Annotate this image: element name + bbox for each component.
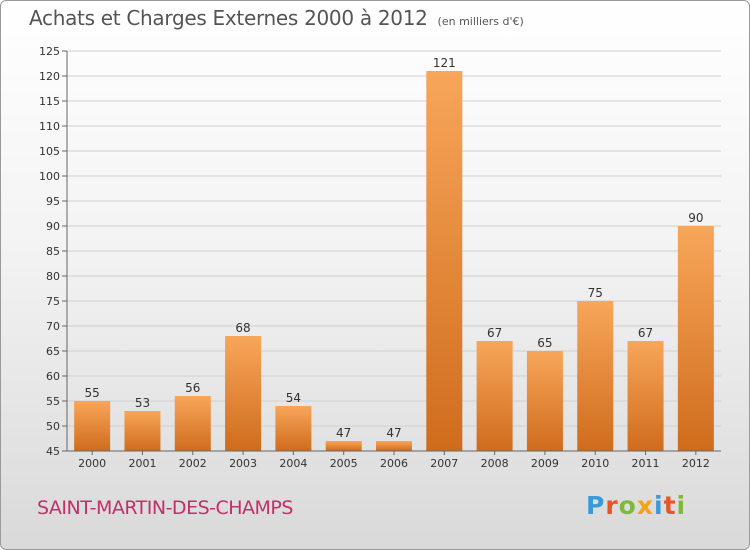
x-tick-label-2010: 2010	[581, 457, 609, 470]
x-tick-label-2003: 2003	[229, 457, 257, 470]
bar-2002[interactable]	[174, 396, 211, 451]
bar-2010[interactable]	[577, 301, 614, 451]
value-label-2010: 75	[588, 286, 603, 300]
bar-2008[interactable]	[476, 341, 513, 451]
y-tick-label: 70	[46, 320, 60, 333]
bar-2012[interactable]	[677, 226, 714, 451]
bar-2004[interactable]	[275, 406, 312, 451]
y-tick-label: 90	[46, 220, 60, 233]
y-tick-label: 115	[39, 95, 60, 108]
value-label-2003: 68	[235, 321, 250, 335]
value-label-2002: 56	[185, 381, 200, 395]
bar-2009[interactable]	[526, 351, 563, 451]
chart-title: Achats et Charges Externes 2000 à 2012 (e…	[29, 6, 524, 30]
bar-2007[interactable]	[426, 71, 463, 451]
y-tick-label: 120	[39, 70, 60, 83]
x-tick-label-2000: 2000	[78, 457, 106, 470]
y-tick-label: 110	[39, 120, 60, 133]
value-label-2011: 67	[638, 326, 653, 340]
y-tick-label: 125	[39, 45, 60, 58]
bar-2003[interactable]	[225, 336, 262, 451]
grid	[67, 50, 721, 452]
x-tick-label-2009: 2009	[531, 457, 559, 470]
y-tick-label: 80	[46, 270, 60, 283]
x-tick-label-2004: 2004	[279, 457, 307, 470]
value-label-2008: 67	[487, 326, 502, 340]
y-tick-label: 100	[39, 170, 60, 183]
bars: 55 53 56 68 54 47 47 121 67 65 75 67 90	[74, 56, 714, 451]
proxiti-logo[interactable]: Proxiti	[586, 491, 687, 520]
y-tick-label: 85	[46, 245, 60, 258]
value-label-2012: 90	[688, 211, 703, 225]
y-tick-label: 65	[46, 345, 60, 358]
axes: 45 50 55 60 65 70 75 80 85 90 95 100 105 110 115 120 125…	[39, 45, 721, 470]
y-tick-label: 55	[46, 395, 60, 408]
value-label-2007: 121	[433, 56, 456, 70]
y-tick-label: 105	[39, 145, 60, 158]
y-tick-label: 75	[46, 295, 60, 308]
value-label-2005: 47	[336, 426, 351, 440]
x-tick-label-2001: 2001	[128, 457, 156, 470]
value-label-2004: 54	[286, 391, 301, 405]
value-label-2009: 65	[537, 336, 552, 350]
x-tick-label-2002: 2002	[179, 457, 207, 470]
bar-2011[interactable]	[627, 341, 664, 451]
y-tick-label: 50	[46, 420, 60, 433]
y-tick-label: 45	[46, 445, 60, 458]
x-tick-label-2005: 2005	[330, 457, 358, 470]
x-tick-label-2011: 2011	[632, 457, 660, 470]
commune-name: SAINT-MARTIN-DES-CHAMPS	[37, 497, 293, 519]
value-label-2000: 55	[85, 386, 100, 400]
y-tick-label: 60	[46, 370, 60, 383]
y-tick-label: 95	[46, 195, 60, 208]
chart-title-text: Achats et Charges Externes 2000 à 2012	[29, 6, 428, 30]
chart-unit: (en milliers d'€)	[437, 15, 524, 28]
value-label-2006: 47	[386, 426, 401, 440]
x-tick-label-2012: 2012	[682, 457, 710, 470]
x-tick-label-2008: 2008	[481, 457, 509, 470]
x-tick-label-2007: 2007	[430, 457, 458, 470]
x-tick-label-2006: 2006	[380, 457, 408, 470]
bar-2001[interactable]	[124, 411, 161, 451]
bar-2005[interactable]	[325, 441, 362, 451]
bar-2006[interactable]	[376, 441, 412, 451]
value-label-2001: 53	[135, 396, 150, 410]
bar-2000[interactable]	[74, 401, 111, 451]
